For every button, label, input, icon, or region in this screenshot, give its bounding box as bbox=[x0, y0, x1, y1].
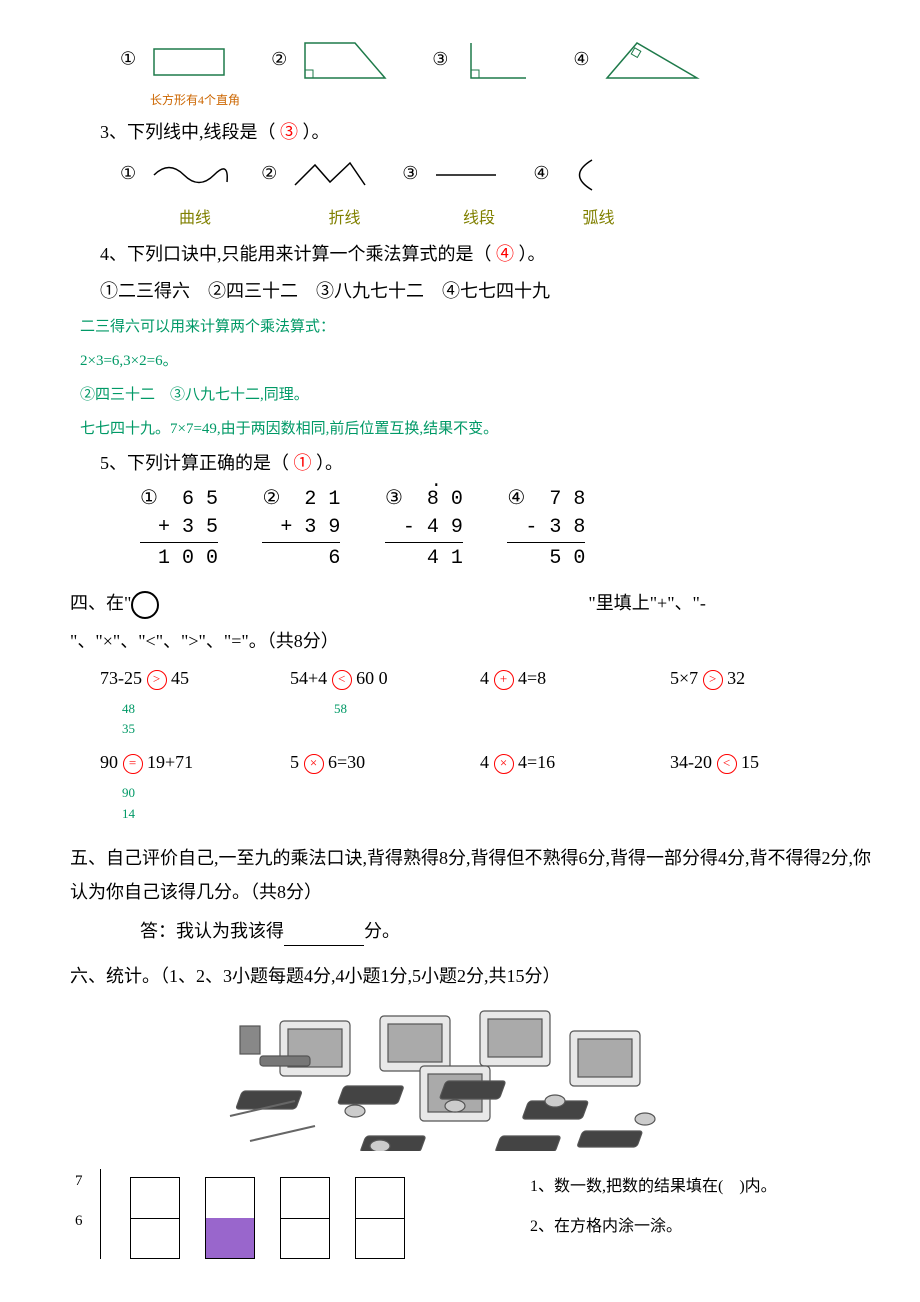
fill-item: 4 + 4=8 bbox=[480, 664, 670, 693]
sec4-row2: 90 = 19+715 × 6=304 × 4=1634-20 < 15 bbox=[100, 748, 880, 777]
bar-1 bbox=[130, 1177, 180, 1259]
tick-7: 7 bbox=[75, 1169, 83, 1193]
q5-answer: ① bbox=[294, 453, 312, 473]
answer-circle: > bbox=[703, 670, 723, 690]
sec6-q2: 2、在方格内涂一涂。 bbox=[530, 1214, 682, 1240]
bar-4 bbox=[355, 1177, 405, 1259]
sec6-q1: 1、数一数,把数的结果填在( )内。 bbox=[530, 1174, 777, 1200]
sec5-answer-line: 答：我认为我该得分。 bbox=[140, 917, 880, 946]
fill-item: 73-25 > 45 bbox=[100, 664, 290, 693]
fill-item: 34-20 < 15 bbox=[670, 748, 860, 777]
calc-1: ① 6 5 + 3 5 1 0 0 bbox=[140, 486, 218, 573]
sec4-row1-notes: 485835 bbox=[100, 699, 880, 741]
fill-note: 58 bbox=[312, 699, 524, 720]
answer-circle: > bbox=[147, 670, 167, 690]
blank-field[interactable] bbox=[284, 927, 364, 946]
q5-calcs: ① 6 5 + 3 5 1 0 0 ② 2 1 + 3 9 6 ③ 8 0 - … bbox=[120, 486, 880, 573]
segment-icon bbox=[431, 160, 501, 190]
fill-note: 35 bbox=[100, 719, 312, 740]
q3-answer: ③ bbox=[280, 122, 298, 142]
fill-item: 5 × 6=30 bbox=[290, 748, 480, 777]
q4-exp2: 2×3=6,3×2=6。 bbox=[80, 349, 880, 373]
sec4-header2: "、"×"、"<"、">"、"="。（共8分） bbox=[70, 627, 880, 656]
sec4-header: 四、在" "里填上"+"、"- bbox=[70, 589, 880, 619]
sec4-row2-notes: 9014 bbox=[100, 783, 880, 825]
q4-exp3: ②四三十二 ③八九七十二,同理。 bbox=[80, 383, 880, 407]
arc-icon bbox=[562, 155, 602, 195]
opt-label: ① bbox=[120, 49, 136, 69]
q3-lines-row: ① ② ③ ④ bbox=[120, 155, 880, 195]
calc-2: ② 2 1 + 3 9 6 bbox=[262, 486, 340, 573]
fill-item: 90 = 19+71 bbox=[100, 748, 290, 777]
q3-text: 3、下列线中,线段是（ ③ ）。 bbox=[100, 118, 880, 147]
fill-note: 48 bbox=[100, 699, 312, 720]
answer-circle: < bbox=[332, 670, 352, 690]
bar-2 bbox=[205, 1177, 255, 1259]
polyline-icon bbox=[290, 160, 370, 190]
tick-6: 6 bbox=[75, 1209, 83, 1233]
blank-circle-icon bbox=[131, 591, 159, 619]
calc-4: ④ 7 8 - 3 8 5 0 bbox=[507, 486, 585, 573]
curve-icon bbox=[149, 160, 229, 190]
fill-item: 4 × 4=16 bbox=[480, 748, 670, 777]
opt-label: ④ bbox=[573, 49, 589, 69]
opt-label: ② bbox=[271, 49, 287, 69]
right-angle-icon bbox=[461, 38, 531, 83]
q5-text: 5、下列计算正确的是（ ① ）。 bbox=[100, 449, 880, 478]
calc-3: ③ 8 0 - 4 9 4 1 bbox=[385, 486, 463, 573]
q4-answer: ④ bbox=[496, 244, 514, 264]
triangle-icon bbox=[602, 38, 702, 83]
q2-shapes-row: ① ② ③ ④ bbox=[120, 38, 880, 83]
rectangle-icon bbox=[149, 41, 229, 81]
q4-exp1: 二三得六可以用来计算两个乘法算式： bbox=[80, 315, 880, 339]
q4-text: 4、下列口诀中,只能用来计算一个乘法算式的是（ ④ ）。 bbox=[100, 240, 880, 269]
trapezoid-icon bbox=[300, 38, 390, 83]
sec5-header: 五、自己评价自己,一至九的乘法口诀,背得熟得8分,背得但不熟得6分,背得一部分得… bbox=[70, 841, 880, 909]
q4-options: ①二三得六 ②四三十二 ③八九七十二 ④七七四十九 bbox=[100, 277, 880, 306]
opt-label: ③ bbox=[432, 49, 448, 69]
answer-circle: × bbox=[304, 754, 324, 774]
answer-circle: + bbox=[494, 670, 514, 690]
answer-circle: < bbox=[717, 754, 737, 774]
fill-item: 5×7 > 32 bbox=[670, 664, 860, 693]
sec6-header: 六、统计。（1、2、3小题每题4分,4小题1分,5小题2分,共15分） bbox=[70, 962, 880, 991]
q3-line-labels: 曲线 折线 线段 弧线 bbox=[145, 203, 880, 232]
computers-illustration bbox=[40, 1001, 880, 1160]
sec6-bar-chart: 7 6 1、数一数,把数的结果填在( )内。 2、在方格内涂一涂。 bbox=[70, 1169, 880, 1259]
answer-circle: = bbox=[123, 754, 143, 774]
bar-3 bbox=[280, 1177, 330, 1259]
fill-note: 90 bbox=[100, 783, 312, 804]
sec4-row1: 73-25 > 4554+4 < 60 04 + 4=85×7 > 32 bbox=[100, 664, 880, 693]
q2-note: 长方形有4个直角 bbox=[150, 91, 880, 110]
answer-circle: × bbox=[494, 754, 514, 774]
q4-exp4: 七七四十九。7×7=49,由于两因数相同,前后位置互换,结果不变。 bbox=[80, 417, 880, 441]
y-axis: 7 6 bbox=[100, 1169, 101, 1259]
computers-icon bbox=[220, 1001, 700, 1151]
fill-note: 14 bbox=[100, 804, 312, 825]
fill-item: 54+4 < 60 0 bbox=[290, 664, 480, 693]
